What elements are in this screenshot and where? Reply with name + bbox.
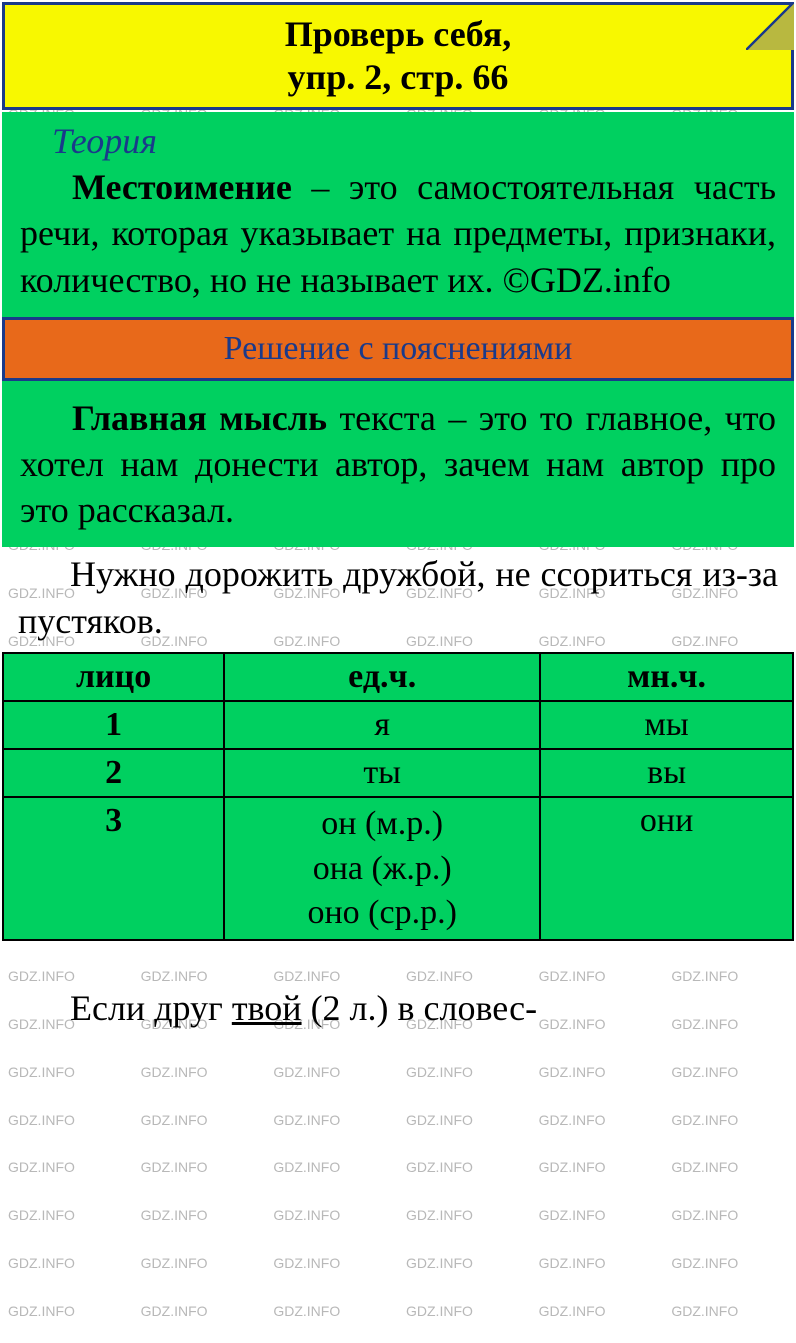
cell-person: 1 [3,701,224,749]
corner-fold-icon [746,2,794,50]
table-row: 2 ты вы [3,749,793,797]
cell-plural: они [540,797,793,940]
solution-header: Решение с пояснениями [2,317,794,381]
main-thought-section: Главная мысль текста – это то главное, ч… [2,381,794,547]
cell-person: 2 [3,749,224,797]
cell-singular: я [224,701,540,749]
moral-text: Нужно дорожить дружбой, не ссориться из-… [0,547,796,649]
table-row: 3 он (м.р.) она (ж.р.) оно (ср.р.) они [3,797,793,940]
title-header: Проверь себя, упр. 2, стр. 66 [2,2,794,110]
cell-plural: вы [540,749,793,797]
theory-term: Местоимение [72,167,292,207]
table-row: 1 я мы [3,701,793,749]
cell-plural: мы [540,701,793,749]
cell-singular: ты [224,749,540,797]
main-thought-term: Главная мысль [72,398,327,438]
bottom-prefix: Если друг [70,988,232,1028]
theory-label: Теория [20,120,776,162]
theory-definition: Местоимение – это самостоя­тельная часть… [20,164,776,302]
bottom-sentence: Если друг твой (2 л.) в словес- [0,945,796,1032]
main-thought-text: Главная мысль текста – это то главное, ч… [20,395,776,533]
th-plural: мн.ч. [540,653,793,701]
cell-singular-multi: он (м.р.) она (ж.р.) оно (ср.р.) [224,797,540,940]
bottom-underlined: твой [232,988,302,1028]
bottom-suffix: (2 л.) в словес- [302,988,538,1028]
pronoun-table: лицо ед.ч. мн.ч. 1 я мы 2 ты вы 3 он (м.… [2,652,794,941]
cell-person: 3 [3,797,224,940]
title-line-2: упр. 2, стр. 66 [288,57,509,97]
table-header-row: лицо ед.ч. мн.ч. [3,653,793,701]
theory-section: Теория Местоимение – это самостоя­тельна… [2,112,794,316]
title-line-1: Проверь себя, [285,14,512,54]
th-person: лицо [3,653,224,701]
th-singular: ед.ч. [224,653,540,701]
